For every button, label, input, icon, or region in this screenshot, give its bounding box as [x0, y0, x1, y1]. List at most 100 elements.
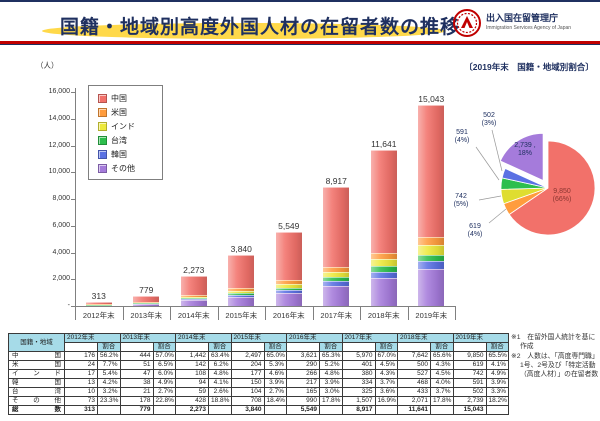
- y-tick: [71, 118, 75, 120]
- count-subheader: [397, 342, 431, 352]
- bar-total-label: 779: [139, 284, 154, 295]
- count-cell: 2,497: [230, 351, 265, 361]
- category-separator: [312, 306, 314, 320]
- count-cell: 94: [175, 378, 209, 388]
- legend-item-台湾: 台湾: [98, 133, 162, 147]
- count-cell: 47: [119, 369, 154, 379]
- y-axis-unit-label: （人）: [36, 61, 59, 70]
- row-label-韓国: 韓国: [8, 378, 65, 388]
- ratio-cell: [152, 405, 176, 415]
- ratio-cell: 22.8%: [152, 396, 176, 406]
- legend-label: その他: [111, 163, 135, 173]
- ratio-cell: 3.9%: [263, 378, 287, 388]
- bar-segment-中国: [275, 231, 302, 281]
- data-table-container: 国籍・地域 2012年末 2013年末 2014年末 2015年末 2016年末 2017年…: [8, 333, 509, 415]
- ratio-cell: 2.6%: [208, 387, 232, 397]
- bar-segment-米国: [228, 288, 255, 291]
- legend-item-インド: インド: [98, 119, 162, 133]
- ratio-cell: 4.5%: [374, 360, 398, 370]
- count-cell: 3,621: [286, 351, 320, 361]
- x-axis-label: 2014年末: [177, 311, 210, 320]
- ratio-cell: 3.0%: [319, 387, 343, 397]
- count-cell: 779: [119, 405, 154, 415]
- bar-segment-米国: [370, 252, 397, 260]
- count-cell: 2,273: [175, 405, 209, 415]
- count-cell: 13: [64, 378, 98, 388]
- legend-label: 台湾: [111, 135, 127, 145]
- x-axis-label: 2013年末: [130, 311, 163, 320]
- bar-segment-韓国: [228, 294, 255, 297]
- header-rule-navy: [0, 44, 600, 45]
- bar-segment-台湾: [418, 254, 445, 262]
- year-header: 2015年末: [230, 333, 287, 343]
- ratio-cell: [208, 405, 232, 415]
- bar-total-label: 15,043: [418, 93, 445, 104]
- count-cell: 9,850: [452, 351, 487, 361]
- ratio-cell: 2.7%: [263, 387, 287, 397]
- y-tick: [71, 172, 75, 174]
- year-header: 2016年末: [286, 333, 343, 343]
- ratio-cell: 17.8%: [319, 396, 343, 406]
- bar-segment-米国: [418, 236, 445, 245]
- pie-label-韓国: 591 (4%): [454, 129, 470, 144]
- legend-label: 中国: [111, 93, 127, 103]
- count-cell: 24: [64, 360, 98, 370]
- category-separator: [217, 306, 219, 320]
- pie-slice-中国: [508, 140, 596, 236]
- category-separator: [122, 306, 124, 320]
- row-label-インド: インド: [8, 369, 65, 379]
- y-tick: [71, 306, 75, 307]
- bar-segment-台湾: [180, 298, 207, 300]
- data-table: 国籍・地域 2012年末 2013年末 2014年末 2015年末 2016年末 2017年…: [8, 333, 509, 415]
- bar-segment-その他: [370, 278, 397, 306]
- pie-chart: 9,850 (66%) 619 (4%) 742 (5%) 591 (4%) 502 (…: [445, 70, 600, 265]
- count-cell: 177: [230, 369, 265, 379]
- bar-segment-インド: [133, 302, 160, 304]
- ratio-cell: 6.5%: [152, 360, 176, 370]
- pie-leader-line: [475, 146, 500, 181]
- pie-leader-line: [491, 129, 503, 172]
- count-cell: 10: [64, 387, 98, 397]
- x-axis-label: 2017年末: [320, 311, 353, 320]
- ratio-cell: 4.8%: [208, 369, 232, 379]
- count-subheader: [341, 342, 376, 352]
- ratio-cell: 3.9%: [485, 378, 509, 388]
- agency-name-ja: 出入国在留管理庁: [486, 13, 559, 23]
- bar-segment-韓国: [418, 261, 445, 270]
- ratio-cell: 5.4%: [97, 369, 121, 379]
- bar-segment-中国: [418, 104, 445, 237]
- bar-segment-インド: [323, 271, 350, 278]
- category-separator: [407, 306, 409, 320]
- bar-segment-その他: [180, 300, 207, 306]
- count-subheader: [175, 342, 209, 352]
- title-highlight: [42, 23, 446, 39]
- bar-segment-中国: [133, 295, 160, 302]
- x-axis-label: 2016年末: [272, 311, 305, 320]
- row-label-台湾: 台湾: [8, 387, 65, 397]
- count-cell: 17: [64, 369, 98, 379]
- count-cell: 2,739: [452, 396, 487, 406]
- bar-total-label: 2,273: [183, 264, 205, 275]
- count-subheader: [286, 342, 320, 352]
- count-cell: 51: [119, 360, 154, 370]
- count-cell: 73: [64, 396, 98, 406]
- legend-label: 韓国: [111, 149, 127, 159]
- y-tick-label: 2,000: [52, 275, 70, 283]
- count-cell: 11,641: [397, 405, 431, 415]
- count-cell: 150: [230, 378, 265, 388]
- bar-segment-その他: [418, 269, 445, 306]
- y-tick: [71, 279, 75, 281]
- bar-segment-インド: [370, 259, 397, 267]
- year-header: 2019年末: [452, 333, 509, 343]
- ratio-cell: [430, 405, 454, 415]
- bar-segment-インド: [418, 244, 445, 255]
- y-tick-label: 8,000: [52, 195, 70, 202]
- ratio-subheader: 割合: [430, 342, 454, 352]
- year-header: 2012年末: [64, 333, 121, 343]
- count-cell: 1,442: [175, 351, 209, 361]
- y-tick: [71, 92, 75, 93]
- bar-total-label: 8,917: [325, 175, 347, 186]
- legend-swatch-icon: [98, 149, 107, 159]
- count-cell: 204: [230, 360, 265, 370]
- pie-chart-title: 〔2019年末 国籍・地域別割合〕: [464, 62, 594, 72]
